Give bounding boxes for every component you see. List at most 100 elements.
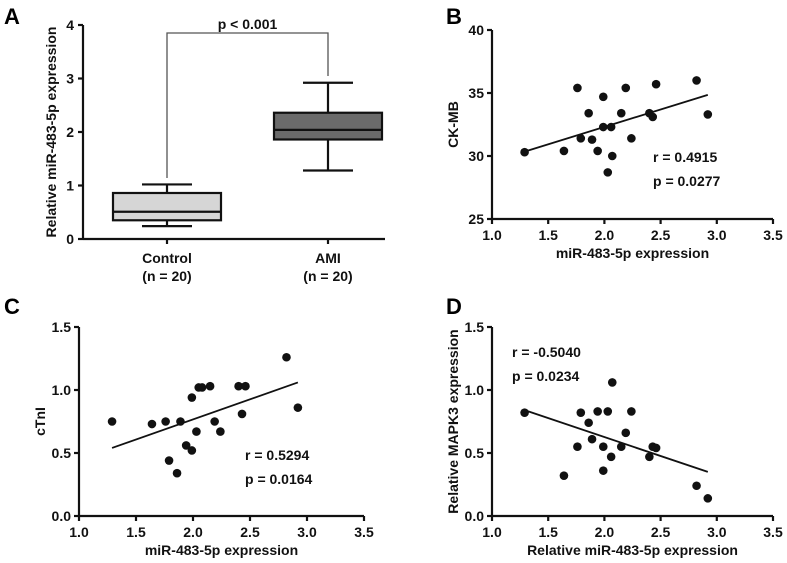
x-tick-label: 2.0 [183,524,203,540]
data-point [147,419,157,429]
data-point [692,76,701,85]
data-point [234,381,243,391]
x-tick-label: 2.5 [651,227,671,243]
data-point [576,134,586,143]
panel-a-boxplot: 0 1 2 3 4 Relative miR-483-5p expression Contr… [43,16,385,284]
y-axis-title: Relative miR-483-5p expression [43,27,59,238]
x-tick-label: 1.5 [538,524,558,540]
data-point [621,83,631,93]
y-tick-label: 3 [66,71,74,87]
data-point [520,147,529,157]
significance-bracket [166,32,329,178]
x-category-n: (n = 20) [142,268,191,284]
y-tick-label: 35 [468,85,484,101]
data-point [293,403,303,412]
data-point [205,381,215,391]
y-axis-title: cTnI [32,407,48,436]
x-tick-label: 3.5 [763,227,783,243]
data-point [587,135,597,144]
data-point [241,381,250,391]
data-point [616,108,626,118]
data-point [172,468,182,478]
y-tick-label: 0.5 [52,445,72,461]
x-tick-label: 1.0 [69,524,89,540]
data-point [703,110,713,119]
x-tick-label: 1.0 [482,524,502,540]
p-value: p = 0.0277 [653,173,721,189]
data-point [648,112,658,122]
x-tick-label: 3.0 [707,524,727,540]
y-tick-label: 30 [468,148,484,164]
data-point [559,146,569,156]
data-point [607,151,617,161]
p-value: p = 0.0234 [512,368,580,384]
x-tick-label: 2.0 [595,524,615,540]
p-value: p = 0.0164 [245,471,313,487]
data-point [282,352,291,362]
data-point [606,122,616,132]
data-point [627,134,636,143]
x-tick-label: 3.5 [354,524,374,540]
data-point [559,471,569,480]
data-point [593,146,602,156]
x-category-label: AMI [315,250,341,266]
data-point [576,408,586,417]
y-tick-label: 40 [468,22,484,38]
data-point [607,378,617,387]
data-point [584,418,593,428]
r-value: r = -0.5040 [512,344,581,360]
data-point [237,409,247,419]
regression-line [111,381,299,449]
p-value-annotation: p < 0.001 [218,16,278,32]
r-value: r = 0.5294 [245,447,309,463]
y-tick-label: 25 [468,211,484,227]
y-tick-label: 1.0 [465,382,485,398]
panel-letter-a: A [4,4,20,29]
data-point [210,417,219,426]
data-point [187,446,197,455]
data-point [621,428,631,438]
data-point [176,417,185,426]
x-tick-label: 3.5 [763,524,783,540]
data-point [703,494,713,503]
data-point [573,83,582,93]
x-tick-label: 3.0 [297,524,317,540]
y-tick-label: 2 [66,124,74,140]
data-point [593,407,602,416]
y-tick-label: 4 [66,17,74,33]
panel-c-scatter: 0.0 0.5 1.0 1.5 1.0 1.5 2.0 2.5 3.0 3.5 miR-483-5p… [32,319,374,558]
panel-d-scatter: 0.0 0.5 1.0 1.5 1.0 1.5 2.0 2.5 3.0 3.5 Relative m… [445,319,783,558]
data-point [573,442,582,452]
y-axis-title: Relative MAPK3 expression [445,329,461,513]
panel-letter-c: C [4,294,20,319]
data-point [107,417,117,426]
r-value: r = 0.4915 [653,149,717,165]
data-point [603,168,613,177]
box-ami [272,111,384,141]
data-point [598,92,608,102]
data-point [161,417,170,426]
y-tick-label: 1 [66,178,74,194]
x-tick-label: 3.0 [707,227,727,243]
panel-b-scatter: 25 30 35 40 1.0 1.5 2.0 2.5 3.0 3.5 miR-483-5p exp… [445,22,783,261]
y-tick-label: 1.5 [52,319,72,335]
y-tick-label: 1.0 [52,382,72,398]
x-axis-title: miR-483-5p expression [145,542,298,558]
data-point [598,442,608,452]
x-tick-label: 2.5 [651,524,671,540]
data-point [598,466,608,475]
x-tick-label: 2.5 [240,524,260,540]
regression-line [524,94,709,153]
data-point [692,481,701,491]
x-tick-label: 1.0 [482,227,502,243]
y-tick-label: 1.5 [465,319,485,335]
data-point [520,408,529,417]
panel-letter-d: D [446,294,462,319]
data-point [645,452,654,462]
data-point [187,393,197,402]
y-tick-label: 0.5 [465,445,485,461]
x-category-label: Control [142,250,192,266]
x-category-n: (n = 20) [303,268,352,284]
data-point [181,441,191,450]
